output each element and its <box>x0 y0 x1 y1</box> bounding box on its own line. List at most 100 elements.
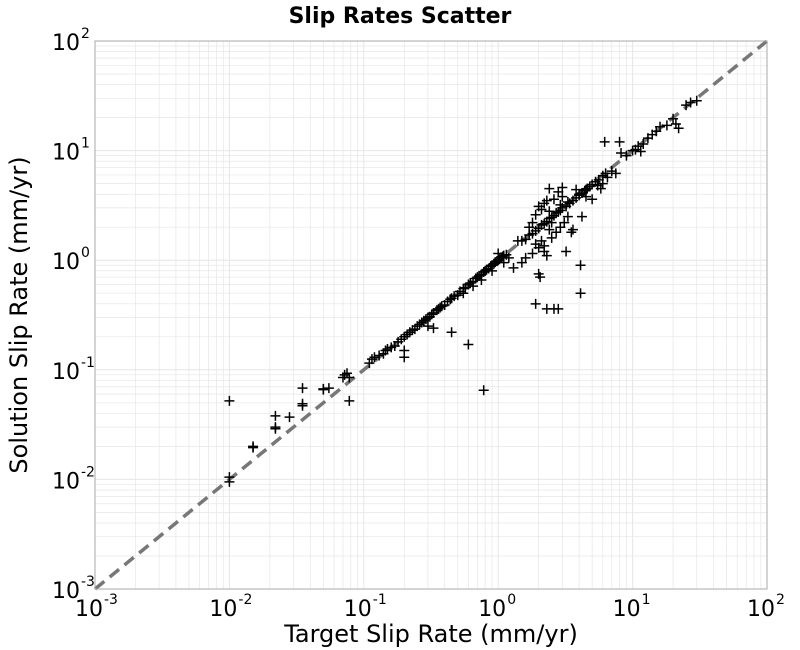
data-point <box>344 372 355 383</box>
data-point <box>527 248 538 259</box>
y-tick-label-exponent: -2 <box>81 464 95 480</box>
data-point <box>520 252 531 263</box>
data-point <box>574 189 585 200</box>
data-point <box>661 120 672 131</box>
y-tick-label: 10 1 <box>52 136 90 166</box>
data-point <box>535 272 546 283</box>
data-point <box>446 327 457 338</box>
x-tick-label: 10 -2 <box>209 592 252 622</box>
data-point <box>248 441 259 452</box>
data-point <box>655 121 666 132</box>
data-point <box>446 293 457 304</box>
data-point <box>463 339 474 350</box>
y-axis-label: Solution Slip Rate (mm/yr) <box>5 156 33 473</box>
x-axis-label: Target Slip Rate (mm/yr) <box>283 620 578 648</box>
x-tick-label-exponent: 2 <box>776 592 785 608</box>
data-point <box>614 136 625 147</box>
data-point <box>344 395 355 406</box>
data-point <box>546 217 557 228</box>
x-tick-label: 10 1 <box>613 592 651 622</box>
data-point <box>544 206 555 217</box>
y-tick-label-exponent: 2 <box>81 26 90 42</box>
y-tick-label: 10 -3 <box>52 574 95 604</box>
data-point <box>551 227 562 238</box>
x-tick-label: 10 -3 <box>75 592 118 622</box>
data-point <box>374 350 385 361</box>
data-point <box>468 281 479 292</box>
x-tick-label-base: 10 <box>747 597 775 622</box>
data-point <box>224 472 235 483</box>
data-point <box>544 224 555 235</box>
data-point <box>559 217 570 228</box>
x-tick-label-exponent: -3 <box>104 592 118 608</box>
plot-frame <box>94 40 768 590</box>
data-point <box>610 168 621 179</box>
data-point <box>524 222 535 233</box>
data-point <box>546 232 557 243</box>
x-tick-label-exponent: -1 <box>373 592 387 608</box>
data-point <box>541 195 552 206</box>
data-point <box>597 178 608 189</box>
data-point <box>685 97 696 108</box>
reference-line <box>93 39 769 591</box>
data-point <box>621 150 632 161</box>
data-point <box>587 194 598 205</box>
data-point <box>426 309 437 320</box>
y-tick-label: 10 0 <box>52 245 90 275</box>
data-point <box>599 136 610 147</box>
data-point <box>399 345 410 356</box>
y-tick-label: 10 2 <box>52 26 90 56</box>
x-tick-label: 10 -1 <box>344 592 387 622</box>
data-point <box>551 207 562 218</box>
data-point <box>691 95 702 106</box>
y-tick-label-exponent: 0 <box>81 245 90 261</box>
data-point <box>339 369 350 380</box>
data-point <box>557 182 568 193</box>
x-tick-label: 10 2 <box>747 592 785 622</box>
data-point <box>270 410 281 421</box>
data-point <box>422 321 433 332</box>
data-point <box>476 274 487 285</box>
y-tick-label-base: 10 <box>52 141 80 166</box>
data-point <box>369 352 380 363</box>
y-tick-label: 10 -2 <box>52 464 95 494</box>
data-point <box>673 123 684 134</box>
y-tick-label-exponent: 1 <box>81 136 90 152</box>
data-point <box>557 191 568 202</box>
data-point <box>668 113 679 124</box>
y-tick-label: 10 -1 <box>52 355 95 385</box>
x-tick-label-base: 10 <box>613 597 641 622</box>
data-point <box>544 183 555 194</box>
x-tick-label-exponent: 0 <box>507 592 516 608</box>
data-point <box>512 235 523 246</box>
y-tick-label-exponent: -1 <box>81 355 95 371</box>
data-point <box>503 252 514 263</box>
y-tick-label-exponent: -3 <box>81 574 95 590</box>
data-point <box>616 148 627 159</box>
data-point <box>380 345 391 356</box>
grid <box>94 41 767 590</box>
data-point <box>458 288 469 299</box>
x-tick-label-base: 10 <box>209 597 237 622</box>
data-point <box>478 385 489 396</box>
data-point <box>633 141 644 152</box>
data-point <box>487 265 498 276</box>
data-point <box>580 184 591 195</box>
data-point <box>638 138 649 149</box>
data-point <box>548 194 559 205</box>
data-point <box>284 412 295 423</box>
data-point <box>562 211 573 222</box>
x-tick-labels: 10 -3 10 -2 10 -1 10 0 10 1 10 2 <box>75 592 785 622</box>
data-point <box>366 354 377 365</box>
data-point <box>297 398 308 409</box>
data-point <box>493 248 504 259</box>
data-point <box>342 368 353 379</box>
data-point <box>428 323 439 334</box>
y-tick-label-base: 10 <box>52 469 80 494</box>
data-point <box>530 209 541 220</box>
data-point <box>539 240 550 251</box>
x-tick-label-base: 10 <box>75 597 103 622</box>
data-point <box>533 242 544 253</box>
data-point <box>224 395 235 406</box>
